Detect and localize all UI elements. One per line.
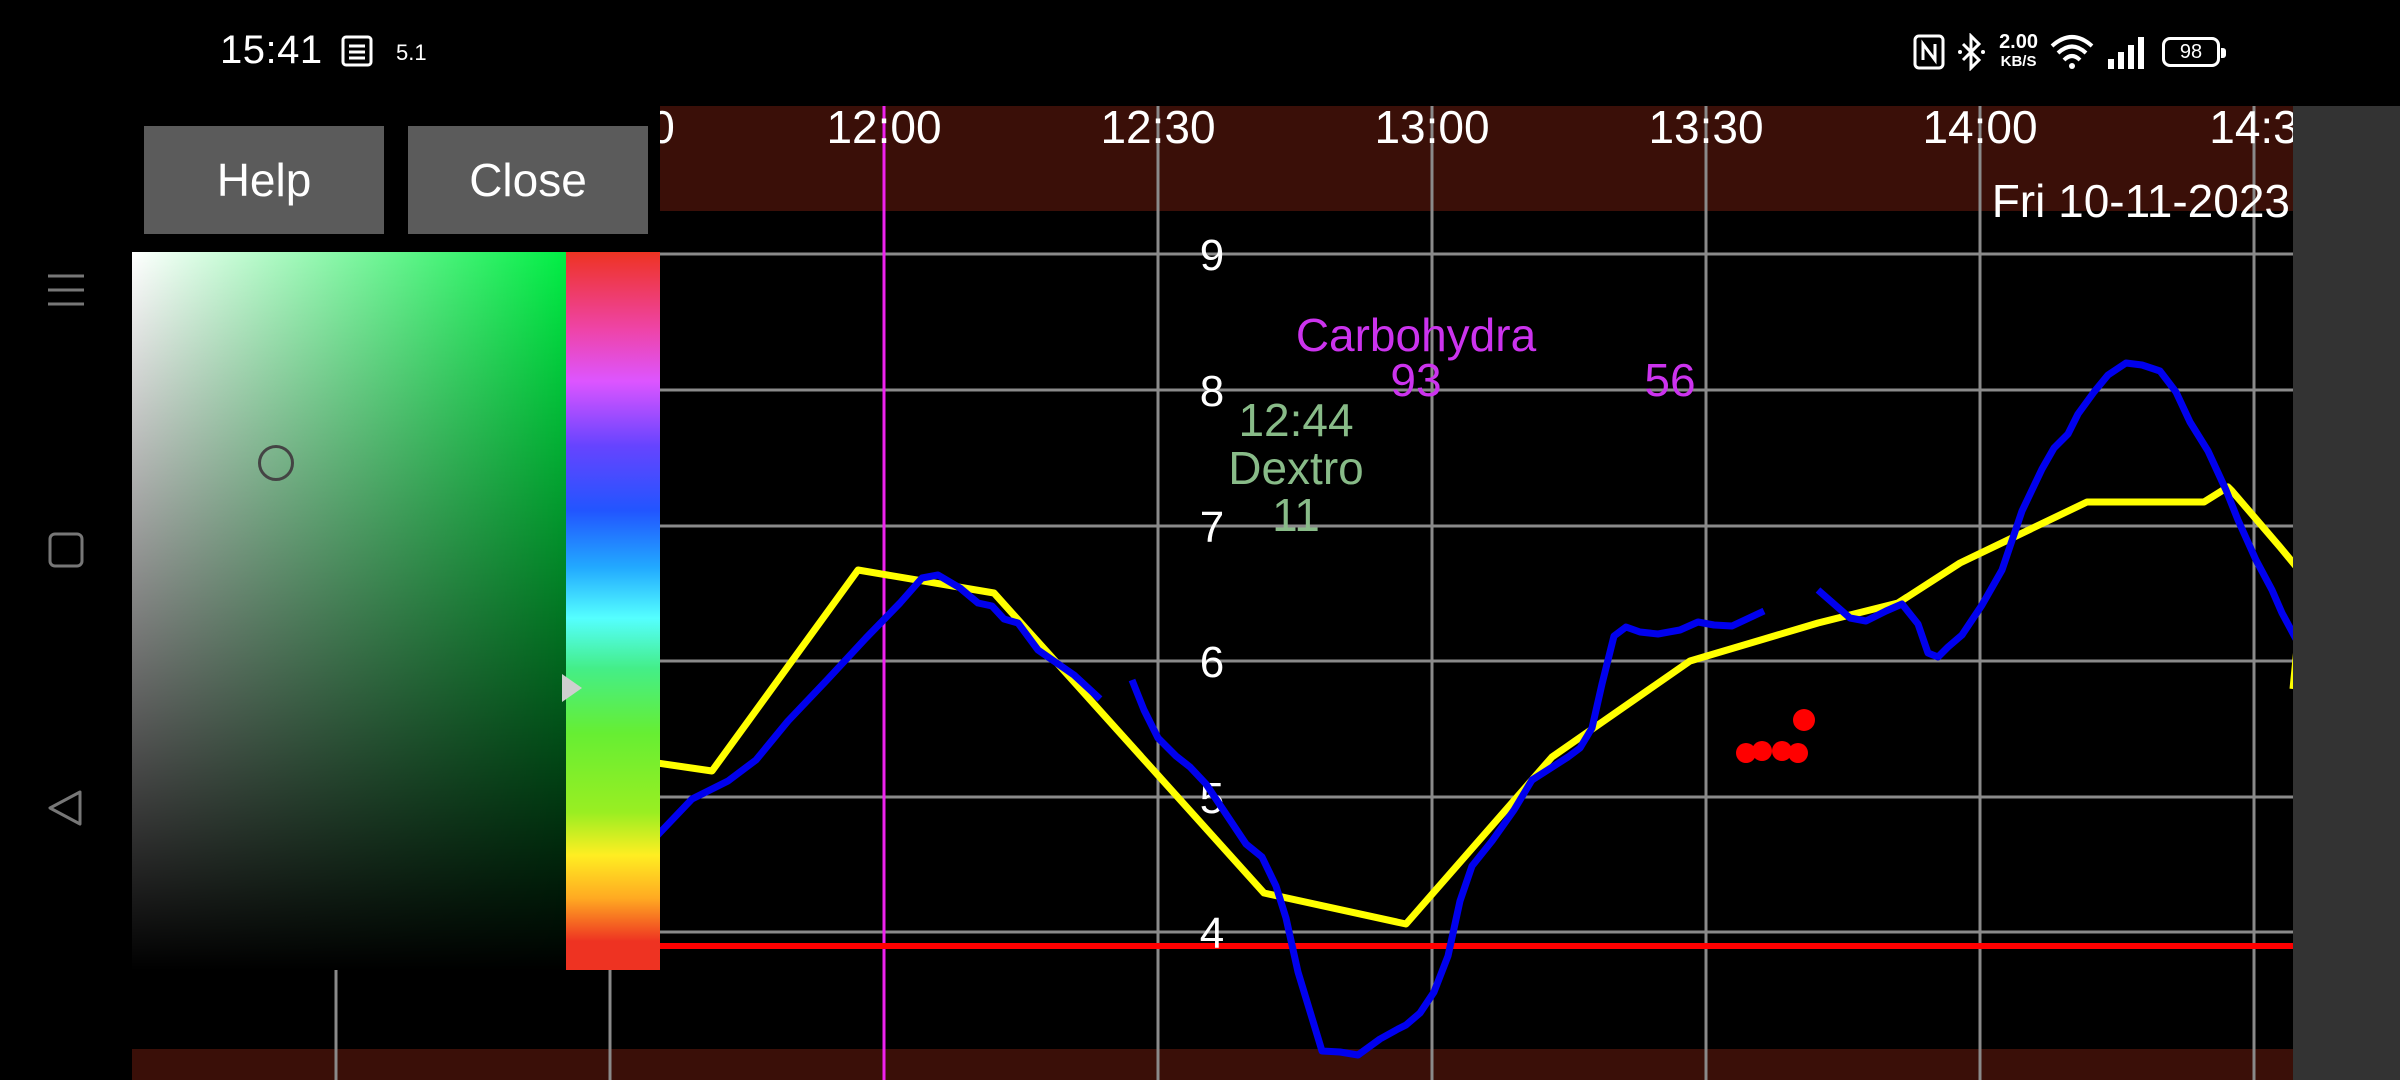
y-axis-labels: 9 8 7 6 5 4 bbox=[1200, 231, 1224, 958]
dextro-value: 11 bbox=[1272, 489, 1320, 541]
x-tick-label: 13:00 bbox=[1374, 106, 1489, 153]
measurement-point bbox=[1752, 741, 1772, 761]
x-tick-label: 12:30 bbox=[1100, 106, 1215, 153]
carbs-label: Carbohydra bbox=[1296, 309, 1537, 361]
y-tick-label: 6 bbox=[1200, 638, 1224, 687]
navigation-rail bbox=[0, 106, 132, 1080]
signal-icon bbox=[2108, 37, 2144, 69]
close-button[interactable]: Close bbox=[408, 126, 648, 234]
notification-list-icon bbox=[341, 35, 373, 67]
glucose-line bbox=[1128, 607, 1766, 1059]
status-bar: 15:41 5.1 2.00 KB/S bbox=[0, 0, 2400, 106]
color-picker-panel: Help Close bbox=[132, 106, 660, 970]
y-tick-label: 4 bbox=[1200, 909, 1224, 958]
dextro-time: 12:44 bbox=[1238, 394, 1353, 446]
y-tick-label: 8 bbox=[1200, 367, 1224, 416]
measurement-point bbox=[1788, 743, 1808, 763]
back-triangle-icon[interactable] bbox=[44, 786, 88, 830]
y-tick-label: 7 bbox=[1200, 503, 1224, 552]
help-button[interactable]: Help bbox=[144, 126, 384, 234]
status-time: 15:41 bbox=[220, 28, 323, 72]
battery-icon: 98 bbox=[2162, 37, 2226, 67]
hue-slider[interactable] bbox=[566, 252, 660, 970]
saturation-value-handle[interactable] bbox=[258, 445, 294, 481]
menu-icon[interactable] bbox=[44, 268, 88, 312]
carbs-value: 93 bbox=[1390, 354, 1441, 406]
glucose-line bbox=[649, 571, 1103, 844]
hue-slider-handle[interactable] bbox=[562, 674, 582, 702]
measurement-point bbox=[1736, 743, 1756, 763]
chart-date: Fri 10-11-2023 bbox=[1992, 175, 2290, 227]
x-tick-label: 12:00 bbox=[826, 106, 941, 153]
annotations: Carbohydra 93 56 12:44 Dextro 11 bbox=[1228, 309, 1695, 541]
x-tick-label: 14:00 bbox=[1922, 106, 2037, 153]
nfc-icon bbox=[1913, 34, 1945, 70]
carbs-value: 56 bbox=[1644, 354, 1695, 406]
right-edge-strip bbox=[2293, 106, 2400, 1080]
saturation-value-picker[interactable] bbox=[132, 252, 566, 970]
measurement-point bbox=[1793, 709, 1815, 731]
home-square-icon[interactable] bbox=[44, 528, 88, 572]
bluetooth-icon bbox=[1958, 33, 1986, 71]
trend-line bbox=[581, 483, 2293, 928]
measurement-points bbox=[1736, 709, 1815, 763]
network-rate: 2.00 KB/S bbox=[1999, 31, 2038, 70]
wifi-icon bbox=[2050, 35, 2094, 69]
y-tick-label: 9 bbox=[1200, 231, 1224, 280]
x-axis-labels: 0 12:00 12:30 13:00 13:30 14:00 14:3 bbox=[649, 106, 2293, 153]
dextro-label: Dextro bbox=[1228, 442, 1363, 494]
status-icons: 2.00 KB/S 98 bbox=[1913, 30, 2226, 74]
status-small-indicator: 5.1 bbox=[396, 40, 427, 65]
x-tick-label: 14:3 bbox=[2209, 106, 2293, 153]
measurement-point bbox=[1772, 741, 1792, 761]
glucose-line bbox=[1815, 359, 2293, 661]
x-tick-label: 13:30 bbox=[1648, 106, 1763, 153]
